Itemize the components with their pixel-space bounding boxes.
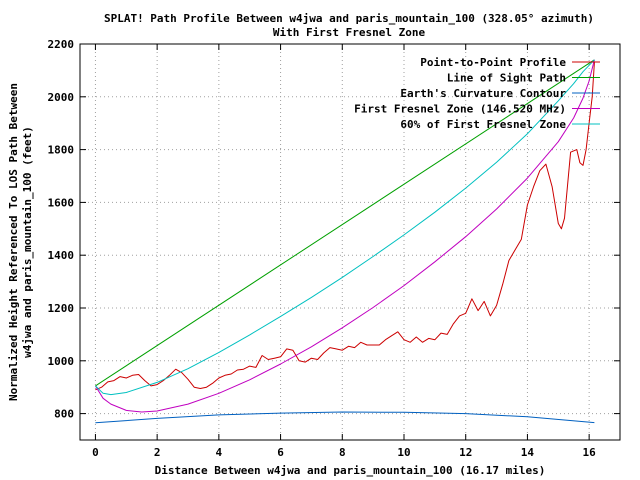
y-tick-label: 800 bbox=[54, 408, 74, 421]
y-axis-label-line: w4jwa and paris_mountain_100 (feet) bbox=[21, 126, 34, 358]
x-tick-label: 2 bbox=[154, 446, 161, 459]
series-line-first-fresnel-zone-146-520-mhz bbox=[94, 59, 595, 413]
legend-label: Line of Sight Path bbox=[447, 72, 566, 85]
series-line-line-of-sight-path bbox=[95, 59, 595, 387]
y-tick-label: 2200 bbox=[48, 38, 75, 51]
series-layer bbox=[94, 59, 595, 424]
x-axis-label: Distance Between w4jwa and paris_mountai… bbox=[155, 464, 546, 477]
y-tick-label: 1600 bbox=[48, 196, 75, 209]
y-tick-label: 1000 bbox=[48, 355, 75, 368]
chart-subtitle: With First Fresnel Zone bbox=[273, 26, 426, 39]
legend-label: First Fresnel Zone (146.520 MHz) bbox=[354, 103, 566, 116]
series-line-point-to-point-profile bbox=[95, 62, 595, 391]
x-tick-label: 6 bbox=[277, 446, 284, 459]
plot-frame bbox=[79, 43, 621, 441]
series-line-60-of-first-fresnel-zone bbox=[95, 59, 595, 396]
x-tick-label: 14 bbox=[521, 446, 535, 459]
x-tick-label: 12 bbox=[459, 446, 472, 459]
y-tick-label: 1800 bbox=[48, 144, 75, 157]
y-axis-label-line: Normalized Height Referenced To LOS Path… bbox=[7, 83, 20, 401]
y-axis-label: Normalized Height Referenced To LOS Path… bbox=[7, 83, 34, 401]
x-tick-label: 4 bbox=[216, 446, 223, 459]
legend-label: 60% of First Fresnel Zone bbox=[400, 118, 566, 131]
chart-title: SPLAT! Path Profile Between w4jwa and pa… bbox=[104, 12, 594, 25]
series-line-earth-s-curvature-contour bbox=[95, 411, 595, 424]
legend-label: Point-to-Point Profile bbox=[420, 56, 566, 69]
x-tick-label: 8 bbox=[339, 446, 346, 459]
x-tick-label: 0 bbox=[92, 446, 99, 459]
y-tick-label: 1400 bbox=[48, 249, 75, 262]
legend: Point-to-Point Profile Line of Sight Path… bbox=[354, 56, 600, 131]
x-tick-label: 10 bbox=[397, 446, 410, 459]
y-tick-label: 2000 bbox=[48, 91, 75, 104]
y-tick-label: 1200 bbox=[48, 302, 75, 315]
tick-layer: 0 2 4 6 8 10 12 14 16 800 1000 1200 1400 1600 1800 2000… bbox=[48, 38, 620, 459]
x-tick-label: 16 bbox=[583, 446, 597, 459]
legend-label: Earth's Curvature Contour bbox=[400, 87, 566, 100]
